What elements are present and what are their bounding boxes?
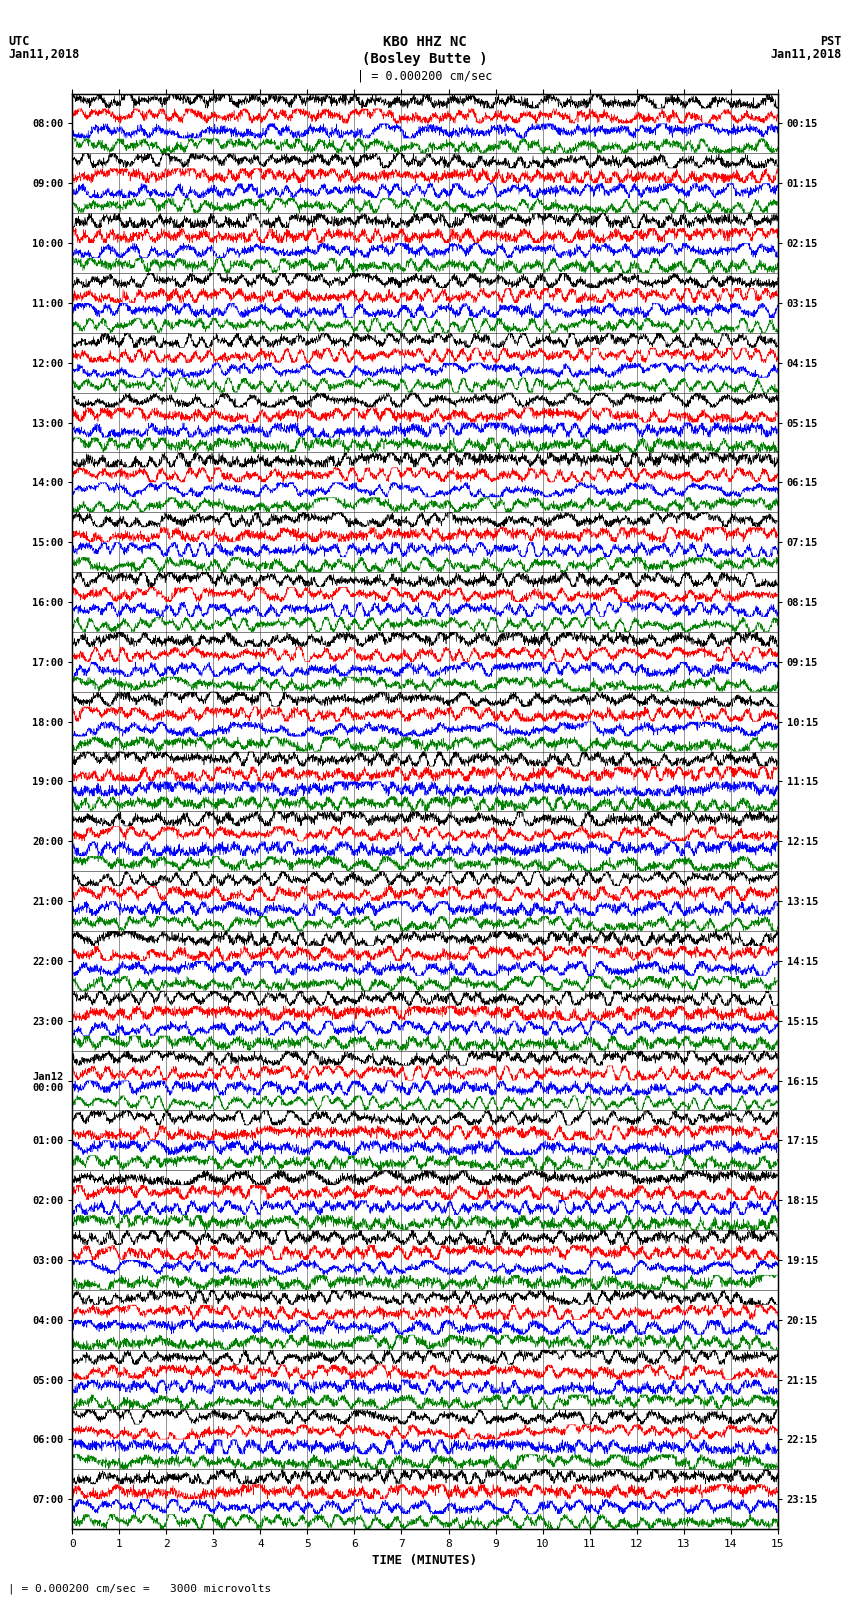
Text: (Bosley Butte ): (Bosley Butte ) [362,52,488,66]
Text: PST: PST [820,35,842,48]
Text: | = 0.000200 cm/sec =   3000 microvolts: | = 0.000200 cm/sec = 3000 microvolts [8,1582,272,1594]
X-axis label: TIME (MINUTES): TIME (MINUTES) [372,1555,478,1568]
Text: KBO HHZ NC: KBO HHZ NC [383,35,467,50]
Text: Jan11,2018: Jan11,2018 [770,48,842,61]
Text: Jan11,2018: Jan11,2018 [8,48,80,61]
Text: | = 0.000200 cm/sec: | = 0.000200 cm/sec [357,69,493,82]
Text: UTC: UTC [8,35,30,48]
